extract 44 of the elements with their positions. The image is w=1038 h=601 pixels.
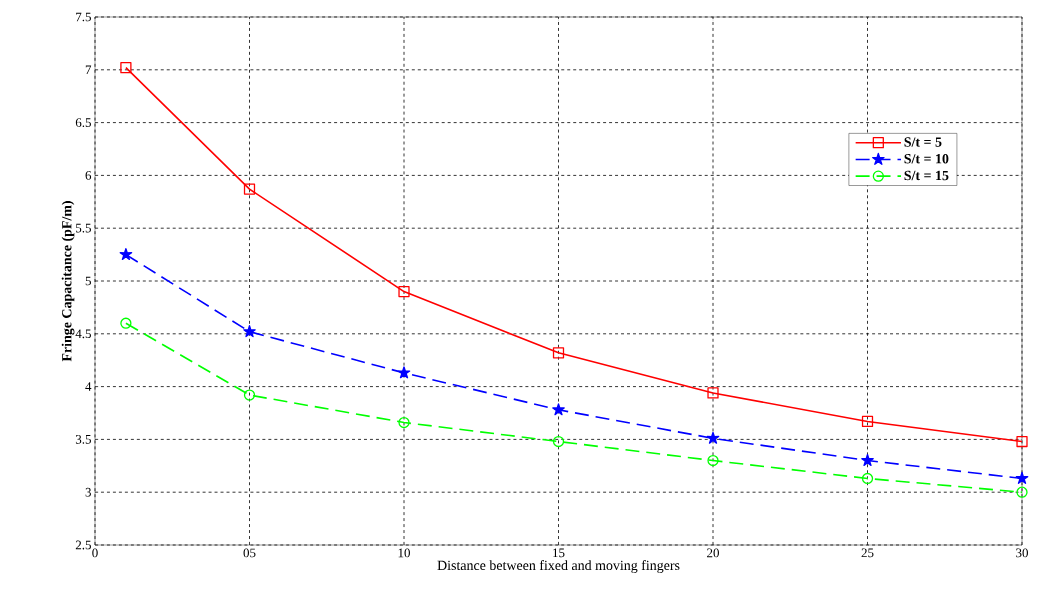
x-tick-label: 30 xyxy=(1016,548,1028,558)
y-tick-label: 4.5 xyxy=(75,329,91,339)
point xyxy=(243,389,256,401)
y-tick-label: 5.5 xyxy=(76,223,91,233)
point xyxy=(861,472,874,485)
x-tick-label: 05 xyxy=(243,548,256,558)
point xyxy=(861,453,874,467)
point xyxy=(119,247,133,261)
point xyxy=(1015,471,1029,484)
y-tick-label: 3.5 xyxy=(75,435,91,444)
point xyxy=(707,454,719,467)
y-tick-label: 6 xyxy=(85,171,92,180)
y-tick-label: 7 xyxy=(85,65,92,75)
point xyxy=(398,285,410,298)
point xyxy=(552,347,565,359)
y-tick-label: 5 xyxy=(85,276,91,286)
point xyxy=(707,387,719,399)
y-tick-label: 3 xyxy=(85,487,91,497)
x-axis-title: Distance between fixed and moving fingers xyxy=(437,560,680,573)
x-tick-label: 0 xyxy=(92,548,98,558)
point xyxy=(243,325,256,338)
x-tick-label: 25 xyxy=(861,548,874,558)
point xyxy=(1016,435,1028,448)
point xyxy=(1016,486,1028,498)
point xyxy=(398,416,410,429)
legend-label: S/t = 10 xyxy=(904,154,949,164)
y-axis-title: Fringe Capacitance (pF/m) xyxy=(61,201,75,362)
point xyxy=(120,317,132,329)
point xyxy=(243,183,256,195)
point xyxy=(861,415,874,428)
point xyxy=(552,435,565,448)
y-tick-label: 6.5 xyxy=(75,118,91,127)
legend-label: S/t = 15 xyxy=(904,170,949,181)
x-tick-label: 20 xyxy=(707,548,719,558)
x-tick-label: 15 xyxy=(553,548,565,558)
legend-label: S/t = 5 xyxy=(904,137,942,147)
point xyxy=(120,62,132,74)
y-tick-label: 4 xyxy=(85,382,92,391)
point xyxy=(706,431,720,444)
point xyxy=(397,366,411,379)
y-tick-label: 2.5 xyxy=(75,540,91,550)
x-tick-label: 10 xyxy=(398,548,410,558)
y-tick-label: 7.5 xyxy=(76,12,91,22)
point xyxy=(552,403,565,416)
